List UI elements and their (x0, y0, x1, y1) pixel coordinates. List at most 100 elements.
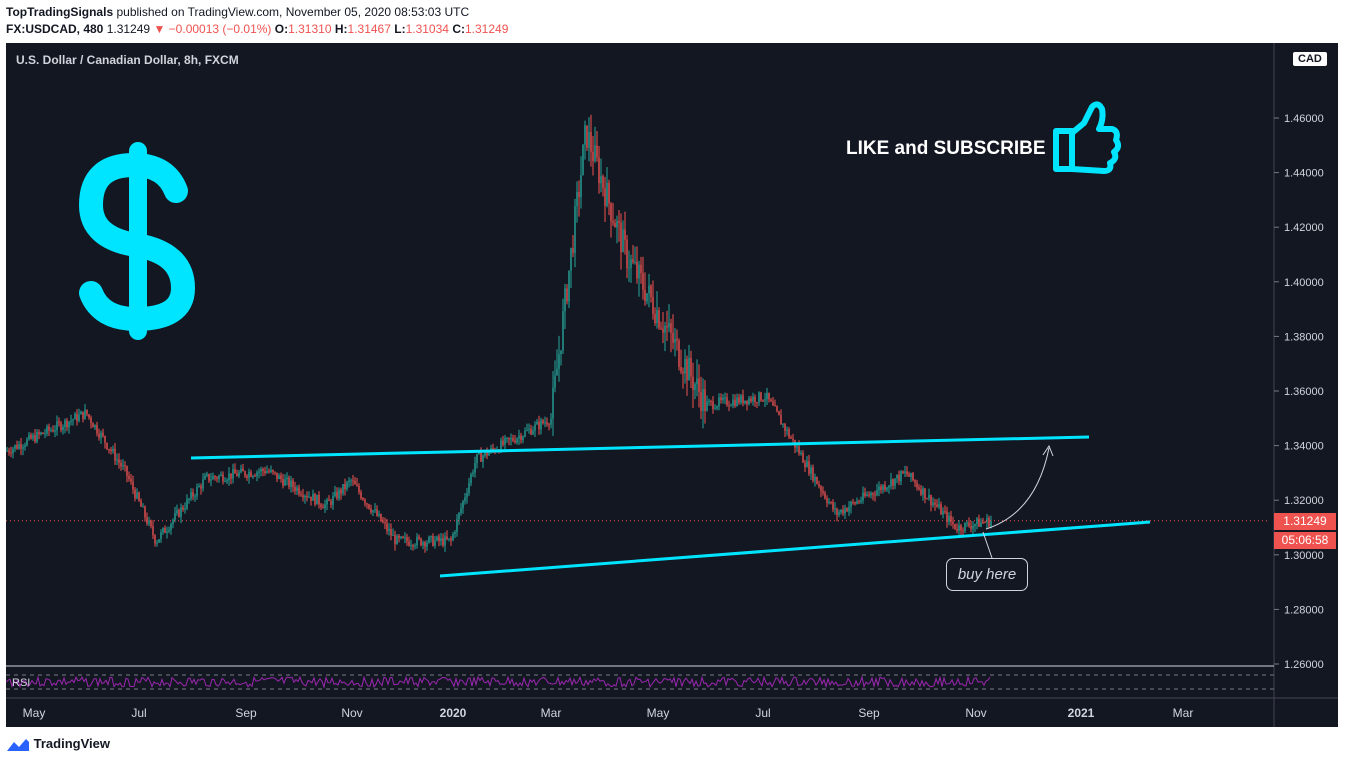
candle-body (750, 398, 752, 402)
candle-body (598, 157, 600, 184)
candle-body (924, 488, 926, 499)
candle-body (152, 526, 154, 536)
y-tick-label: 1.38000 (1284, 331, 1324, 343)
footer: TradingView (6, 736, 110, 752)
candle-body (610, 203, 612, 222)
candle-body (844, 508, 846, 514)
candle-body (616, 221, 618, 228)
candle-body (402, 536, 404, 538)
countdown-tag: 05:06:58 (1274, 532, 1336, 549)
candle-body (950, 515, 952, 522)
candle-body (478, 452, 480, 454)
candle-body (338, 489, 340, 499)
candle-body (386, 523, 388, 531)
candle-body (854, 502, 856, 504)
candle-body (816, 476, 818, 485)
candle-body (410, 545, 412, 547)
candle-body (960, 525, 962, 531)
candle-body (168, 529, 170, 532)
candle-body (26, 439, 28, 446)
candle-body (570, 248, 572, 271)
candle-body (454, 531, 456, 534)
candle-body (306, 495, 308, 498)
candle-body (814, 476, 816, 481)
candle-body (884, 485, 886, 490)
candle-body (748, 398, 750, 405)
candle-body (792, 438, 794, 440)
candle-body (602, 176, 604, 189)
candle-body (56, 421, 58, 431)
candle-body (290, 480, 292, 487)
buy-here-callout[interactable]: buy here (946, 558, 1028, 591)
candle-body (12, 448, 14, 454)
candle-body (118, 459, 120, 463)
candle-body (256, 472, 258, 476)
candle-body (868, 494, 870, 496)
candle-body (104, 435, 106, 443)
candle-body (762, 400, 764, 402)
candle-body (134, 489, 136, 499)
candle-body (726, 397, 728, 406)
close-label: C: (452, 22, 465, 36)
candle-body (370, 508, 372, 513)
candle-body (42, 432, 44, 434)
currency-badge[interactable]: CAD (1293, 52, 1327, 66)
candle-body (250, 472, 252, 477)
x-tick-label: Nov (341, 706, 362, 720)
candle-body (532, 430, 534, 435)
candle-body (862, 492, 864, 501)
open-label: O: (274, 22, 289, 36)
candle-body (696, 378, 698, 385)
candle-body (32, 435, 34, 439)
candle-body (148, 520, 150, 524)
candle-body (14, 445, 16, 449)
candle-body (944, 511, 946, 513)
candle-body (170, 524, 172, 530)
candle-body (62, 426, 64, 430)
candle-body (828, 502, 830, 504)
candle-body (70, 420, 72, 422)
candle-body (858, 501, 860, 503)
candle-body (364, 499, 366, 504)
candle-body (344, 484, 346, 490)
author-name[interactable]: TopTradingSignals (6, 5, 114, 19)
y-tick-label: 1.40000 (1284, 277, 1324, 289)
candle-body (934, 502, 936, 505)
candle-body (452, 533, 454, 541)
candle-body (938, 504, 940, 507)
candle-body (838, 512, 840, 515)
y-tick-label: 1.36000 (1284, 386, 1324, 398)
candle-body (802, 453, 804, 463)
y-tick-label: 1.26000 (1284, 659, 1324, 671)
candle-body (128, 475, 130, 480)
candle-body (334, 491, 336, 496)
candle-body (294, 487, 296, 491)
candle-body (684, 359, 686, 374)
candle-body (184, 508, 186, 510)
chart-canvas[interactable]: 1.26000 1.28000 1.30000 1.32000 1.34000 1.360… (6, 43, 1338, 727)
candle-body (622, 229, 624, 253)
candle-body (346, 482, 348, 490)
candle-body (678, 340, 680, 367)
chart-panel[interactable]: 1.26000 1.28000 1.30000 1.32000 1.34000 1.360… (6, 43, 1338, 727)
candle-body (628, 267, 630, 269)
candle-body (540, 420, 542, 430)
candle-body (878, 486, 880, 491)
candle-body (972, 525, 974, 529)
candle-body (48, 426, 50, 431)
candle-body (624, 229, 626, 240)
candle-body (272, 470, 274, 472)
rsi-label[interactable]: RSI (12, 677, 31, 689)
candle-body (468, 483, 470, 494)
candle-body (550, 418, 552, 425)
candle-body (358, 485, 360, 493)
candle-body (840, 509, 842, 513)
candle-body (786, 429, 788, 431)
candle-body (218, 475, 220, 479)
candle-body (730, 405, 732, 407)
candle-body (568, 270, 570, 302)
candle-body (508, 437, 510, 440)
x-tick-label: Mar (1173, 706, 1194, 720)
candle-body (852, 501, 854, 503)
tradingview-wordmark[interactable]: TradingView (33, 736, 110, 751)
